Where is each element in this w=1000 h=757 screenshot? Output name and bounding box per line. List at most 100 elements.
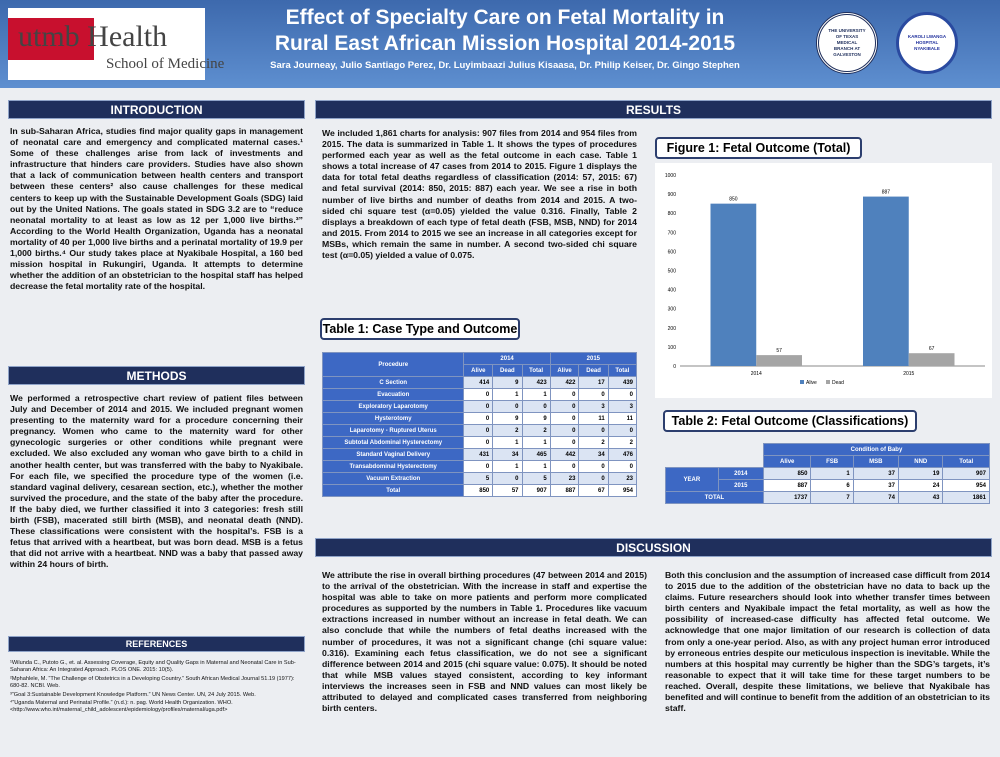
table-cell: 0 (492, 472, 523, 485)
column-header: FSB (810, 455, 854, 468)
y-tick-label: 600 (668, 249, 677, 255)
logo-red-block (8, 18, 94, 60)
legend-swatch (826, 380, 830, 384)
table-cell: 414 (463, 376, 494, 389)
column-header: Total (607, 364, 638, 377)
table-cell: 476 (607, 448, 638, 461)
section-heading: REFERENCES (8, 636, 305, 652)
title-line: Effect of Specialty Care on Fetal Mortal… (285, 6, 725, 29)
y-tick-label: 300 (668, 307, 677, 313)
corner-cell: Procedure (321, 352, 465, 377)
table-cell: 0 (521, 400, 551, 413)
table-cell: 0 (492, 400, 523, 413)
table-cell: 57 (492, 484, 523, 497)
table-cell: 0 (578, 460, 609, 473)
table-cell: 907 (942, 467, 990, 480)
table-row: Subtotal Abdominal Hysterectomy 0 1 1 0 2 2 (321, 436, 638, 449)
seal: KAROLI LWANGA HOSPITAL NYAKIBALE (896, 12, 958, 74)
table-cell: 431 (463, 448, 494, 461)
table-cell: 1 (521, 436, 551, 449)
table-cell: 5 (463, 472, 494, 485)
y-tick-label: 500 (668, 269, 677, 275)
table-cell: 0 (549, 424, 580, 437)
table-row: Alive FSB MSB NND Total (666, 455, 990, 468)
table-cell: 0 (463, 412, 494, 425)
table-cell: 7 (810, 491, 854, 504)
table-cell: 2 (492, 424, 523, 437)
table-cell: 442 (549, 448, 580, 461)
table-cell: 954 (607, 484, 638, 497)
table-cell: 1737 (762, 491, 812, 504)
table-cell: 1 (492, 388, 523, 401)
section-heading: DISCUSSION (315, 538, 992, 557)
table-cell: 0 (607, 460, 638, 473)
row-label: Standard Vaginal Delivery (321, 448, 465, 461)
row-label: Exploratory Laparotomy (321, 400, 465, 413)
table-cell: 23 (549, 472, 580, 485)
table-row: Exploratory Laparotomy 0 0 0 0 3 3 (321, 400, 638, 413)
table-cell: 1 (521, 460, 551, 473)
bar (710, 203, 757, 366)
table-row: Procedure 2014 2015 (321, 352, 638, 377)
table-cell: 5 (521, 472, 551, 485)
column-header: Total (521, 364, 551, 377)
table-cell: 0 (578, 472, 609, 485)
table-cell: 0 (549, 388, 580, 401)
row-label: C Section (321, 376, 465, 389)
bar (863, 196, 909, 366)
table-cell: 0 (463, 400, 494, 413)
table-cell: 19 (897, 467, 944, 480)
table-cell: 0 (463, 424, 494, 437)
y-tick-label: 0 (673, 364, 676, 370)
table-row: C Section 414 9 423 422 17 439 (321, 376, 638, 389)
legend-label: Alive (806, 380, 817, 386)
reference: ³“Goal 3:Sustainable Development Knowled… (10, 691, 256, 698)
y-tick-label: 400 (668, 288, 677, 294)
table-cell: 423 (521, 376, 551, 389)
table-cell: 3 (578, 400, 609, 413)
bar (908, 353, 955, 366)
section-heading: RESULTS (315, 100, 992, 119)
logo: utmb Health School of Medicine (8, 8, 224, 80)
table-cell: 24 (897, 479, 944, 492)
table-cell: 1 (810, 467, 854, 480)
column-header: Total (942, 455, 990, 468)
column-header: Alive (463, 364, 494, 377)
table-cell: 439 (607, 376, 638, 389)
table-cell: 0 (549, 460, 580, 473)
table-cell: 954 (942, 479, 990, 492)
reference: ⁴“Uganda Maternal and Perinatal Profile.… (10, 700, 233, 714)
table-cell: 1 (521, 388, 551, 401)
table-cell: 9 (492, 376, 523, 389)
table-cell: 887 (762, 479, 812, 492)
table-cell: 0 (463, 460, 494, 473)
table-cell: 850 (762, 467, 812, 480)
table-cell: 0 (549, 400, 580, 413)
reference: ¹Wilunda C., Putoto G., et. al. Assessin… (10, 660, 296, 674)
table-cell: 9 (521, 412, 551, 425)
x-tick-label: 2015 (903, 371, 914, 377)
x-tick-label: 2014 (751, 371, 762, 377)
table-cell: 37 (852, 467, 899, 480)
table-title: Table 1: Case Type and Outcome (320, 318, 520, 340)
table-cell: 3 (607, 400, 638, 413)
row-label: Total (321, 484, 465, 497)
table-row: Hysterotomy 0 9 9 0 11 11 (321, 412, 638, 425)
bar (756, 355, 802, 366)
reference: ²Mphahlele, M. “The Challenge of Obstetr… (10, 675, 295, 690)
table-cell: 0 (578, 388, 609, 401)
figure: 0 100 200 300 400 500 600 700 800 900 1000 2014 850 5… (655, 163, 992, 398)
y-tick-label: 700 (668, 230, 677, 236)
legend-label: Dead (832, 380, 844, 386)
table-cell: 37 (852, 479, 899, 492)
y-tick-label: 100 (668, 345, 677, 351)
table-cell: 0 (607, 388, 638, 401)
title-line: Rural East African Mission Hospital 2014… (274, 32, 736, 55)
row-label: Vacuum Extraction (321, 472, 465, 485)
row-sublabel: 2015 (717, 479, 764, 492)
column-header: Dead (578, 364, 609, 377)
paragraph: We included 1,861 charts for analysis: 9… (322, 128, 637, 261)
table-cell: 465 (521, 448, 551, 461)
table: Condition of Baby Alive FSB MSB NND Total YEAR… (665, 443, 991, 504)
